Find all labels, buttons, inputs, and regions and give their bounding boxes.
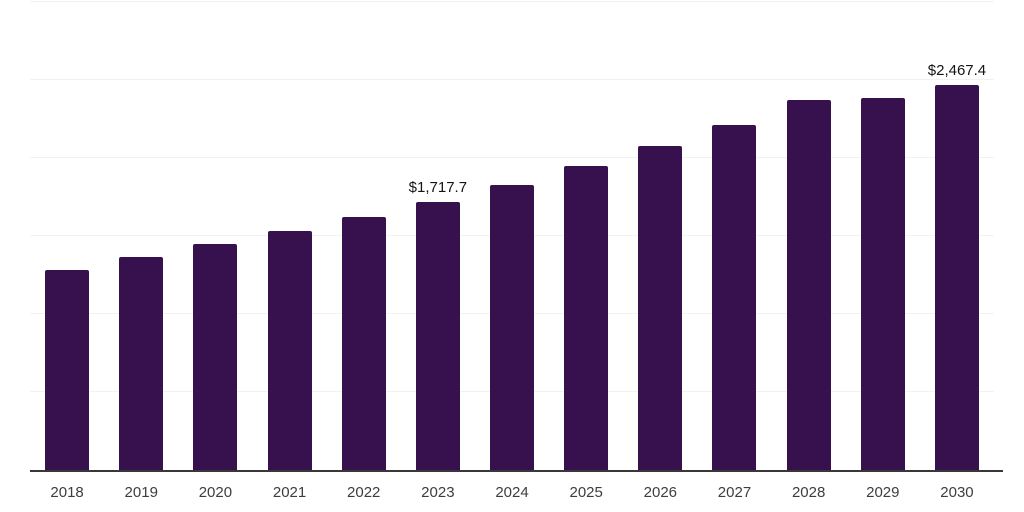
bar-2018[interactable] <box>45 269 90 470</box>
bar-2023[interactable] <box>415 202 460 470</box>
bar-value-label-2023: $1,717.7 <box>408 179 468 196</box>
x-tick-label-2022: 2022 <box>347 484 381 501</box>
gridline-3000 <box>30 1 994 2</box>
bar-2026[interactable] <box>638 145 683 470</box>
bar-slot-2024 <box>475 2 549 470</box>
x-tick-label-2026: 2026 <box>643 484 678 501</box>
bar-2024[interactable] <box>490 185 535 470</box>
bar-slot-2027 <box>697 2 771 470</box>
bar-slot-2023: $1,717.7 <box>401 2 475 470</box>
x-tick-label-2023: 2023 <box>421 484 455 501</box>
bar-2020[interactable] <box>193 243 238 470</box>
bar-slot-2020 <box>178 2 252 470</box>
bar-slot-2029 <box>846 2 920 470</box>
x-tick-label-2024: 2024 <box>495 484 529 501</box>
bar-2019[interactable] <box>119 257 164 470</box>
bar-2029[interactable] <box>860 97 905 470</box>
x-tick-label-2030: 2030 <box>940 484 974 501</box>
bar-2021[interactable] <box>267 231 312 470</box>
bar-2022[interactable] <box>341 217 386 470</box>
x-axis-tick-labels: 2018 2019 2020 2021 2022 2023 2024 2025 2026 2027… <box>30 484 994 502</box>
x-tick-label-2027: 2027 <box>717 484 752 501</box>
bar-2025[interactable] <box>564 165 609 470</box>
x-tick-label-2028: 2028 <box>791 484 826 501</box>
bar-2027[interactable] <box>712 124 757 470</box>
x-tick-label-2019: 2019 <box>124 484 158 501</box>
x-tick-label-2029: 2029 <box>866 484 900 501</box>
x-tick-label-2021: 2021 <box>272 484 307 501</box>
bar-slot-2030: $2,467.4 <box>920 2 994 470</box>
gridline-2500 <box>30 79 994 80</box>
bar-slot-2018 <box>30 2 104 470</box>
bars-row: $1,717.7 $2,467.4 <box>30 2 994 470</box>
bar-slot-2022 <box>327 2 401 470</box>
x-axis-line <box>30 470 1003 472</box>
x-tick-label-2018: 2018 <box>50 484 84 501</box>
bar-2028[interactable] <box>786 100 831 470</box>
bar-slot-2025 <box>549 2 623 470</box>
bar-2030[interactable] <box>934 85 979 470</box>
plot-area: $1,717.7 $2,467.4 <box>30 1 994 470</box>
bar-slot-2019 <box>104 2 178 470</box>
bar-value-label-2030: $2,467.4 <box>927 62 987 80</box>
bar-slot-2028 <box>772 2 846 470</box>
x-tick-label-2020: 2020 <box>198 484 233 501</box>
bar-slot-2021 <box>252 2 326 470</box>
x-tick-label-2025: 2025 <box>569 484 603 501</box>
gridline-2000 <box>30 157 994 159</box>
bar-slot-2026 <box>623 2 697 470</box>
